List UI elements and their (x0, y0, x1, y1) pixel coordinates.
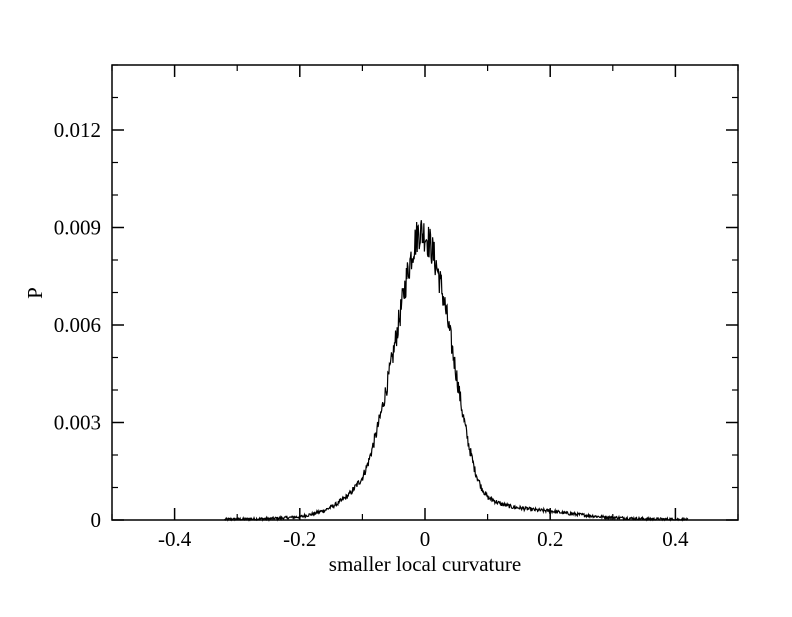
x-tick-label: 0.2 (537, 527, 563, 551)
y-tick-label: 0.003 (54, 411, 101, 435)
y-axis-label: P (23, 287, 47, 299)
series-line (224, 220, 689, 523)
y-tick-label: 0.009 (54, 216, 101, 240)
y-axis-ticks: 0 0.003 0.006 0.009 0.012 (54, 64, 738, 532)
y-tick-label: 0.006 (54, 313, 101, 337)
x-tick-label: -0.2 (283, 527, 316, 551)
x-tick-label: -0.4 (158, 527, 192, 551)
y-tick-label: 0 (91, 508, 102, 532)
plot-frame (111, 64, 739, 521)
y-tick-label: 0.012 (54, 118, 101, 142)
x-tick-label: 0 (420, 527, 431, 551)
x-axis-ticks: -0.4 -0.2 0 0.2 0.4 (111, 65, 739, 551)
x-tick-label: 0.4 (662, 527, 689, 551)
x-axis-label: smaller local curvature (329, 552, 521, 576)
